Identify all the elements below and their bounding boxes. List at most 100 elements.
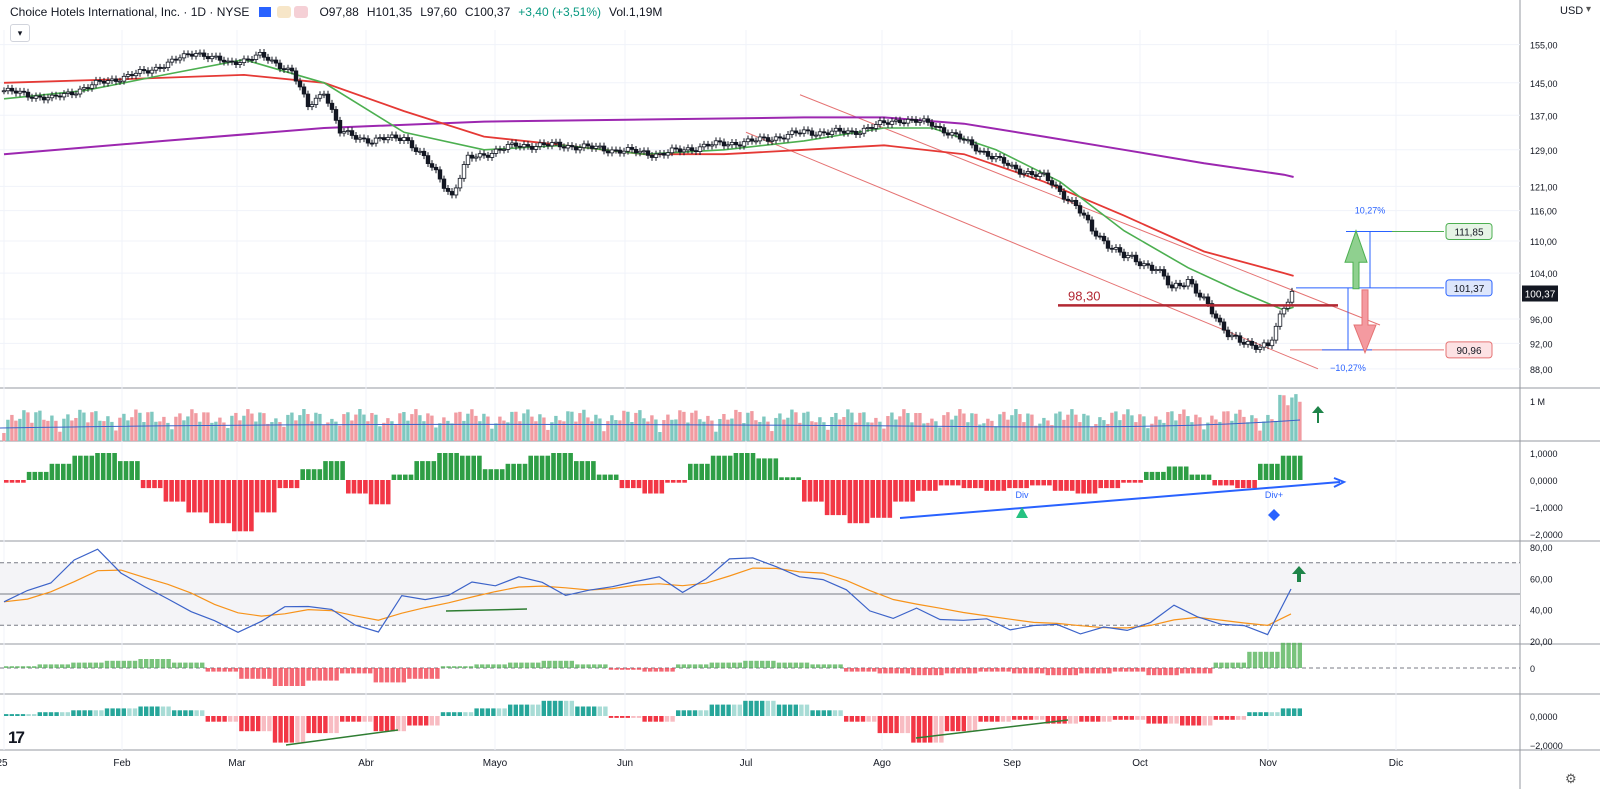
volume-bar bbox=[638, 410, 642, 441]
symbol-title[interactable]: Choice Hotels International, Inc. · 1D ·… bbox=[10, 5, 250, 19]
volume-bar bbox=[778, 413, 782, 441]
volume-bar bbox=[842, 417, 846, 441]
candle bbox=[993, 156, 999, 160]
hist-a-bar bbox=[530, 662, 535, 668]
osc-bar bbox=[876, 480, 881, 518]
volume-bar bbox=[310, 421, 314, 441]
candle bbox=[745, 138, 751, 143]
candle bbox=[1077, 205, 1083, 214]
candle bbox=[421, 150, 427, 157]
hist-a-bar bbox=[1051, 668, 1056, 676]
candle bbox=[769, 139, 775, 142]
candle bbox=[245, 58, 251, 61]
chevron-down-icon[interactable]: ▾ bbox=[10, 24, 30, 42]
candle bbox=[685, 147, 691, 151]
candle bbox=[17, 90, 23, 94]
osc-bar bbox=[955, 480, 961, 486]
candle bbox=[621, 150, 627, 154]
hist-b-bar bbox=[580, 706, 586, 716]
hist-b-bar bbox=[379, 716, 384, 732]
currency-selector[interactable]: USD bbox=[1560, 5, 1584, 17]
volume-bar bbox=[398, 413, 402, 441]
hist-a-bar bbox=[1112, 668, 1118, 672]
candle bbox=[677, 148, 683, 153]
hist-a-bar bbox=[401, 668, 406, 683]
hist-a-bar bbox=[1241, 662, 1246, 668]
candle bbox=[1261, 342, 1267, 348]
volume-bar bbox=[1270, 419, 1274, 441]
osc-bar bbox=[323, 461, 328, 480]
hist-a-bar bbox=[709, 662, 714, 668]
volume-bar bbox=[122, 413, 126, 441]
candle bbox=[437, 169, 443, 180]
hist-b-bar bbox=[1297, 708, 1302, 716]
hist-a-bar bbox=[860, 668, 866, 672]
hist-b-bar bbox=[916, 716, 922, 743]
volume-bar bbox=[30, 422, 34, 441]
volume-bar bbox=[994, 426, 998, 441]
hist-b-bar bbox=[88, 710, 93, 716]
osc-bar bbox=[1149, 471, 1155, 480]
hist-a-bar bbox=[608, 668, 614, 670]
osc-bar bbox=[351, 480, 357, 494]
osc-bar bbox=[1098, 480, 1103, 489]
osc-bar bbox=[254, 480, 260, 513]
candle bbox=[401, 137, 407, 142]
candle bbox=[1013, 164, 1019, 170]
candle bbox=[229, 60, 235, 63]
hist-b-bar bbox=[15, 714, 20, 716]
candle bbox=[301, 86, 307, 95]
ohlc-high: H101,35 bbox=[366, 5, 413, 19]
candle bbox=[33, 95, 39, 99]
volume-bar bbox=[862, 412, 866, 441]
candle bbox=[741, 141, 747, 147]
volume-bar bbox=[1258, 430, 1262, 441]
candle bbox=[557, 141, 563, 148]
candle bbox=[533, 146, 539, 150]
hist-a-bar bbox=[883, 668, 888, 674]
volume-bar bbox=[998, 414, 1002, 441]
volume-bar bbox=[606, 421, 610, 441]
volume-bar bbox=[766, 421, 770, 441]
currency-chevron-icon[interactable]: ▾ bbox=[1586, 4, 1592, 15]
volume-bar bbox=[798, 422, 802, 441]
hist-b-bar bbox=[250, 716, 255, 732]
hist-a-bar bbox=[922, 668, 927, 676]
candle bbox=[821, 131, 827, 134]
flag-icon[interactable] bbox=[259, 7, 272, 17]
tradingview-logo-icon[interactable]: 17 bbox=[8, 728, 25, 747]
osc-bar bbox=[762, 458, 767, 480]
candle bbox=[1129, 254, 1135, 257]
candle bbox=[917, 120, 923, 123]
candle bbox=[473, 156, 479, 159]
osc-bar bbox=[1092, 480, 1098, 494]
volume-bar bbox=[366, 421, 370, 441]
osc-bar bbox=[4, 480, 9, 483]
hist-b-bar bbox=[1163, 716, 1168, 724]
osc-bar bbox=[494, 469, 499, 480]
candle bbox=[337, 119, 343, 134]
osc-bar bbox=[887, 480, 893, 518]
volume-bar bbox=[570, 411, 574, 441]
osc-bar bbox=[118, 461, 123, 480]
candle bbox=[181, 53, 187, 59]
osc-bar bbox=[813, 480, 818, 502]
volume-bar bbox=[834, 412, 838, 441]
volume-bar bbox=[14, 420, 18, 441]
hist-a-bar bbox=[144, 659, 149, 668]
volume-bar bbox=[550, 422, 554, 441]
hist-a-bar bbox=[866, 668, 871, 672]
volume-bar bbox=[50, 415, 54, 441]
candle bbox=[573, 146, 579, 151]
hist-b-bar bbox=[228, 716, 233, 722]
hist-b-bar bbox=[4, 714, 9, 716]
hist-b-bar bbox=[468, 712, 474, 716]
gear-icon[interactable]: ⚙ bbox=[1565, 771, 1577, 786]
hist-a-bar bbox=[832, 664, 838, 668]
candle bbox=[1141, 263, 1147, 267]
hist-a-bar bbox=[1258, 651, 1263, 668]
volume-bar bbox=[646, 421, 650, 441]
volume-bar bbox=[186, 416, 190, 441]
osc-bar bbox=[950, 480, 955, 486]
